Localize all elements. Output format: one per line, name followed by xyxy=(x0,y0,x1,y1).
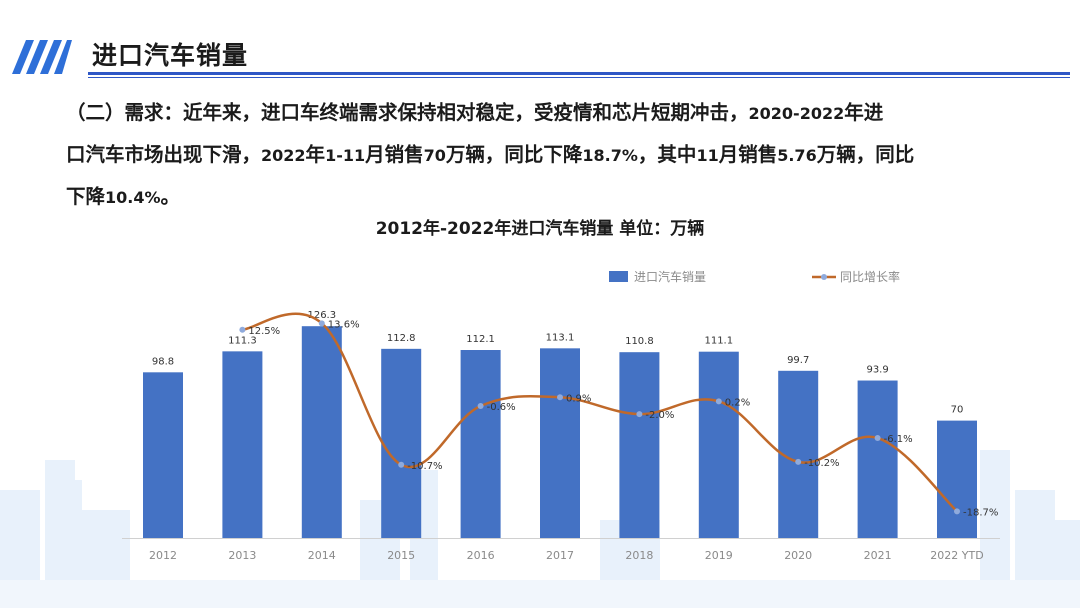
bar-2020 xyxy=(778,370,819,538)
bar-value-label: 111.1 xyxy=(704,336,733,347)
bar-2013 xyxy=(222,351,263,538)
x-tick-label: 2020 xyxy=(784,549,812,562)
legend-swatch-bars xyxy=(609,271,628,282)
growth-rate-label: -2.0% xyxy=(645,410,674,421)
legend-label-line: 同比增长率 xyxy=(840,269,900,284)
header-rule-thin xyxy=(88,77,1070,78)
growth-rate-label: -6.1% xyxy=(884,434,913,445)
bar-value-label: 93.9 xyxy=(866,365,888,376)
x-tick-label: 2017 xyxy=(546,549,574,562)
x-tick-label: 2022 YTD xyxy=(930,549,983,562)
bar-2012 xyxy=(143,372,183,538)
x-tick-label: 2021 xyxy=(864,549,892,562)
growth-rate-label: 13.6% xyxy=(328,319,360,330)
slide-header: 进口汽车销量 xyxy=(0,0,1080,80)
page-title: 进口汽车销量 xyxy=(92,41,249,70)
skyline-background xyxy=(0,450,1080,608)
growth-rate-label: 0.9% xyxy=(566,393,591,404)
growth-rate-label: -0.6% xyxy=(487,402,516,413)
growth-rate-label: -10.7% xyxy=(407,461,442,472)
growth-rate-marker xyxy=(318,320,325,327)
description-paragraph: （二）需求：近年来，进口车终端需求保持相对稳定，受疫情和芯片短期冲击，2020-… xyxy=(66,101,915,208)
growth-rate-marker xyxy=(636,411,643,418)
bar-value-label: 112.1 xyxy=(466,334,495,345)
growth-rate-marker xyxy=(477,402,484,409)
stripes-icon xyxy=(12,40,72,74)
growth-rate-marker xyxy=(557,394,563,401)
x-tick-label: 2016 xyxy=(467,549,495,562)
growth-rate-marker xyxy=(398,461,405,468)
growth-rate-label: 12.5% xyxy=(248,326,280,337)
bar-value-label: 110.8 xyxy=(625,336,654,347)
growth-rate-marker xyxy=(874,435,881,442)
bar-2018 xyxy=(619,352,660,538)
x-tick-label: 2013 xyxy=(228,549,256,562)
bar-2019 xyxy=(698,351,739,538)
bar-2016 xyxy=(460,350,501,538)
x-tick-label: 2015 xyxy=(387,549,415,562)
chart-title: 2012年-2022年进口汽车销量 单位：万辆 xyxy=(375,219,705,239)
bar-value-label: 113.1 xyxy=(546,332,575,343)
growth-rate-label: -10.2% xyxy=(804,458,839,469)
x-tick-label: 2018 xyxy=(625,549,653,562)
bar-value-label: 70 xyxy=(951,405,964,416)
legend-label-bars: 进口汽车销量 xyxy=(634,269,706,284)
growth-rate-marker xyxy=(715,398,722,405)
bar-value-label: 111.3 xyxy=(228,335,257,346)
legend-marker-line xyxy=(821,274,827,280)
growth-rate-marker xyxy=(239,326,246,333)
growth-rate-marker xyxy=(954,508,960,515)
x-tick-label: 2014 xyxy=(308,549,336,562)
bar-value-label: 98.8 xyxy=(152,356,174,367)
growth-rate-marker xyxy=(795,458,802,465)
growth-rate-line xyxy=(242,312,958,513)
bar-2017 xyxy=(540,348,580,538)
bar-value-label: 126.3 xyxy=(307,310,336,321)
bar-2015 xyxy=(381,348,422,538)
growth-rate-label: -18.7% xyxy=(963,507,998,518)
bar-value-label: 99.7 xyxy=(787,355,809,366)
x-tick-label: 2012 xyxy=(149,549,177,562)
bar-value-label: 112.8 xyxy=(387,333,416,344)
header-rule xyxy=(88,72,1070,75)
bar-2014 xyxy=(301,326,342,538)
bar-2021 xyxy=(857,380,898,538)
x-tick-label: 2019 xyxy=(705,549,733,562)
bar-2022-YTD xyxy=(937,420,977,538)
growth-rate-label: 0.2% xyxy=(725,397,750,408)
